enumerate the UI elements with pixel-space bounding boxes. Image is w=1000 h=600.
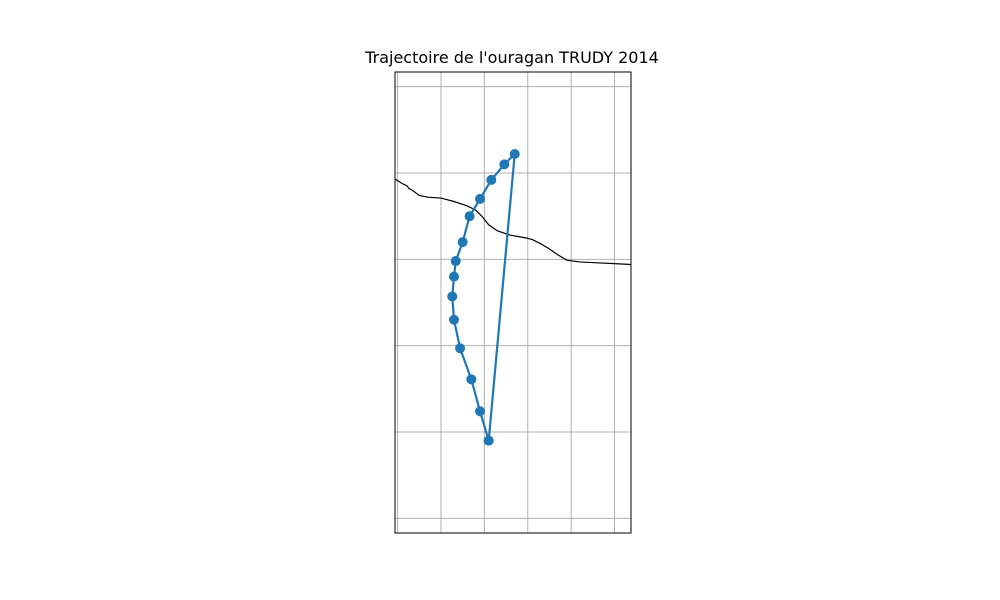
track-point-11 (486, 174, 497, 185)
track-point-4 (449, 314, 459, 325)
coastline-path (394, 178, 632, 266)
track-point-13 (509, 149, 520, 160)
track-point-2 (466, 374, 477, 385)
plot-frame (394, 71, 632, 534)
track-point-10 (475, 193, 486, 204)
track-point-3 (455, 343, 466, 354)
hurricane-track (447, 149, 520, 446)
coastline (394, 178, 632, 266)
track-point-12 (499, 159, 510, 170)
track-point-8 (457, 237, 468, 248)
chart-title: Trajectoire de l'ouragan TRUDY 2014 (364, 48, 659, 67)
map-plot-area (394, 71, 632, 534)
track-point-1 (475, 406, 486, 417)
plot-background (395, 72, 631, 533)
track-point-7 (450, 256, 461, 267)
track-point-5 (447, 291, 458, 302)
track-point-6 (449, 271, 459, 282)
track-point-9 (464, 211, 475, 222)
gridlines (395, 72, 631, 533)
track-point-14 (483, 435, 494, 446)
